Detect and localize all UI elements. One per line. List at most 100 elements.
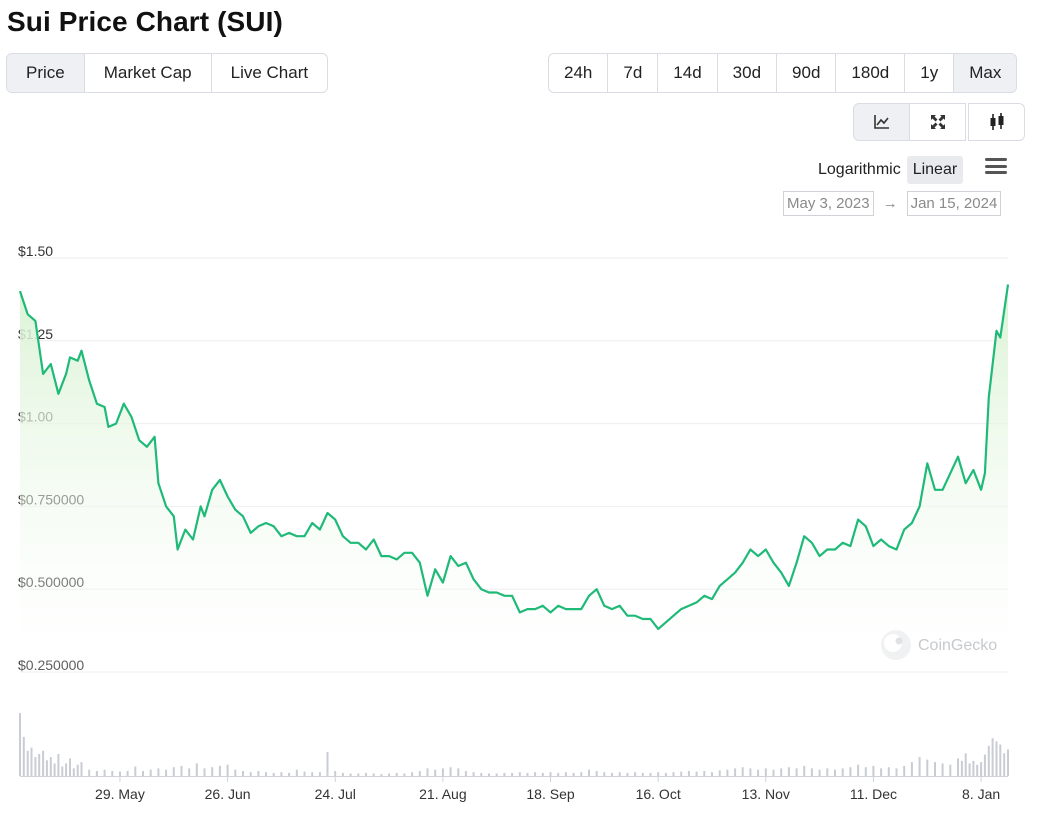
volume-bar	[857, 764, 860, 776]
volume-bar	[968, 763, 971, 776]
volume-bar	[434, 769, 437, 776]
x-tick-label: 18. Sep	[526, 786, 574, 802]
volume-bar	[626, 772, 629, 777]
volume-bar	[557, 772, 560, 777]
volume-bar	[65, 763, 68, 776]
tab-price[interactable]: Price	[7, 54, 84, 92]
price-line	[18, 284, 1010, 630]
volume-bar	[511, 772, 514, 777]
volume-bar	[172, 767, 175, 776]
volume-bar	[449, 767, 452, 776]
volume-bar	[534, 772, 537, 776]
volume-bar	[49, 757, 52, 776]
volume-bar	[149, 769, 152, 776]
hamburger-menu-icon[interactable]	[985, 158, 1007, 178]
volume-bar	[649, 772, 652, 777]
volume-bar	[964, 753, 967, 776]
volume-bar	[991, 738, 994, 776]
volume-bar	[980, 762, 983, 776]
chart-style-buttons	[853, 103, 1025, 141]
tab-market-cap[interactable]: Market Cap	[83, 54, 211, 92]
volume-bar	[818, 769, 821, 776]
volume-bar	[864, 767, 867, 776]
volume-bar	[772, 769, 775, 776]
volume-bar	[334, 771, 337, 776]
volume-bar	[949, 764, 952, 776]
line-chart-button[interactable]	[853, 103, 910, 141]
x-tick-label: 24. Jul	[315, 786, 356, 802]
range-1y-button[interactable]: 1y	[904, 54, 953, 92]
volume-bar	[103, 769, 106, 776]
volume-bar	[976, 764, 979, 776]
volume-bar	[1007, 749, 1009, 776]
range-14d-button[interactable]: 14d	[657, 54, 716, 92]
volume-bar	[426, 768, 429, 776]
volume-bar	[634, 772, 637, 776]
range-24h-button[interactable]: 24h	[564, 63, 593, 82]
volume-bar	[411, 772, 414, 776]
volume-bar	[341, 772, 344, 777]
volume-bar	[211, 767, 214, 776]
range-30d-button[interactable]: 30d	[716, 54, 776, 92]
volume-bar	[564, 772, 567, 776]
range-180d-button[interactable]: 180d	[835, 54, 904, 92]
volume-bar	[72, 768, 75, 776]
volume-bar	[30, 747, 33, 776]
range-90d-button[interactable]: 90d	[776, 54, 835, 92]
volume-bar	[188, 768, 191, 776]
volume-bar	[580, 772, 583, 776]
volume-bar	[641, 772, 644, 777]
volume-bar	[365, 772, 367, 777]
volume-bar	[388, 773, 391, 776]
volume-bar	[926, 759, 929, 776]
volume-bar	[457, 768, 460, 776]
volume-bar	[349, 773, 352, 776]
linear-scale-button[interactable]: Linear	[906, 156, 964, 184]
volume-bar	[903, 765, 906, 776]
volume-bar	[495, 773, 498, 776]
volume-bar	[726, 769, 729, 776]
volume-bar	[734, 768, 737, 776]
volume-bar	[983, 754, 986, 776]
volume-bar	[165, 769, 168, 776]
logarithmic-scale-button[interactable]: Logarithmic	[818, 161, 901, 178]
volume-bar	[218, 765, 221, 776]
volume-bar	[80, 762, 83, 776]
volume-bar	[999, 744, 1002, 776]
volume-bar	[941, 763, 944, 776]
date-from-input[interactable]: May 3, 2023	[783, 191, 874, 216]
line-chart-icon	[873, 115, 889, 129]
volume-bar	[180, 765, 183, 776]
volume-bar	[119, 771, 121, 776]
volume-bar	[318, 772, 321, 776]
arrow-right-icon: →	[882, 195, 898, 212]
volume-bar	[895, 768, 898, 776]
volume-bar	[880, 768, 883, 776]
volume-bar	[960, 760, 963, 776]
volume-bar	[803, 765, 806, 776]
volume-bar	[126, 771, 129, 776]
candlestick-button[interactable]	[968, 103, 1025, 141]
volume-bar	[834, 769, 836, 776]
range-max-button[interactable]: Max	[953, 54, 1017, 92]
fullscreen-button[interactable]	[909, 103, 966, 141]
volume-bar	[910, 762, 913, 776]
volume-bar	[88, 769, 91, 776]
x-tick-label: 13. Nov	[742, 786, 790, 802]
volume-bar	[19, 713, 21, 776]
volume-bar	[265, 772, 267, 776]
volume-bar	[157, 768, 160, 776]
volume-bar	[326, 752, 329, 776]
volume-bar	[841, 768, 844, 776]
tab-live-chart[interactable]: Live Chart	[210, 54, 327, 92]
range-7d-button[interactable]: 7d	[607, 54, 657, 92]
volume-bar	[372, 773, 375, 776]
volume-bar	[603, 772, 606, 776]
volume-bar	[918, 757, 921, 776]
volume-bar	[226, 764, 229, 776]
volume-bar	[588, 769, 590, 776]
volume-bar	[718, 770, 721, 776]
volume-bar	[53, 763, 56, 776]
date-to-input[interactable]: Jan 15, 2024	[906, 191, 1002, 216]
